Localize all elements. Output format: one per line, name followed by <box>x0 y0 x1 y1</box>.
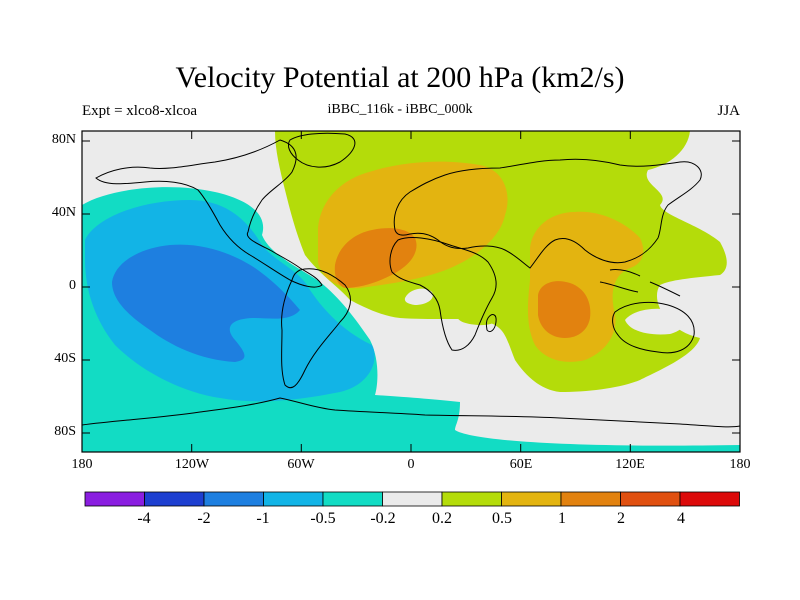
coastlines <box>82 132 740 428</box>
colorbar-swatch <box>84 491 145 507</box>
colorbar-label: -0.5 <box>310 510 336 527</box>
colorbar <box>84 491 740 507</box>
colorbar-label: -0.2 <box>370 510 396 527</box>
colorbar-swatch <box>382 491 443 507</box>
colorbar-label: -2 <box>197 510 211 527</box>
y-tick-label: 40S <box>54 351 76 366</box>
x-tick-label: 0 <box>407 457 415 472</box>
orange-region-2 <box>538 281 591 338</box>
indonesia-islands <box>599 269 681 297</box>
x-tick-label: 120W <box>174 457 210 472</box>
north-america-coast <box>95 139 323 288</box>
season-label: JJA <box>717 103 740 119</box>
y-tick-label: 40N <box>51 205 76 220</box>
blue-region <box>112 244 300 362</box>
x-tick-label: 120E <box>615 457 645 472</box>
x-tick-label: 60W <box>287 457 315 472</box>
colorbar-swatch <box>560 491 621 507</box>
colorbar-label: 4 <box>677 510 685 527</box>
madagascar-coast <box>485 314 497 333</box>
europe-asia-coast <box>393 158 702 269</box>
colorbar-label: 0.2 <box>432 510 452 527</box>
colorbar-label: 1 <box>558 510 566 527</box>
neutral-blob-2 <box>625 308 686 335</box>
axis-ticks <box>81 131 741 452</box>
experiment-label: Expt = xlco8-xlcoa <box>82 103 198 119</box>
contour-field <box>82 131 740 452</box>
australia-coast <box>612 301 695 354</box>
green-blob-small <box>457 307 502 326</box>
x-tick-label: 180 <box>71 457 93 472</box>
colorbar-swatch <box>203 491 264 507</box>
africa-coast <box>389 237 497 351</box>
colorbar-swatch <box>322 491 383 507</box>
colorbar-label: -1 <box>256 510 270 527</box>
y-tick-label: 80S <box>54 424 76 439</box>
y-tick-label: 0 <box>69 278 76 293</box>
colorbar-label: -4 <box>137 510 151 527</box>
run-difference-label: iBBC_116k - iBBC_000k <box>327 102 473 117</box>
colorbar-label: 0.5 <box>492 510 512 527</box>
greenland-coast <box>287 132 356 168</box>
x-tick-label: 180 <box>729 457 751 472</box>
plot-title: Velocity Potential at 200 hPa (km2/s) <box>175 61 625 94</box>
orange-region <box>334 228 417 288</box>
colorbar-swatch <box>441 491 502 507</box>
antarctica-coast <box>82 397 740 428</box>
x-tick-label: 60E <box>509 457 533 472</box>
neutral-blob <box>404 288 433 305</box>
colorbar-swatch <box>144 491 205 507</box>
colorbar-swatch <box>620 491 681 507</box>
south-america-coast <box>281 268 351 389</box>
colorbar-swatch <box>263 491 324 507</box>
colorbar-swatch <box>679 491 740 507</box>
colorbar-label: 2 <box>617 510 625 527</box>
colorbar-swatch <box>501 491 562 507</box>
y-tick-label: 80N <box>51 132 76 147</box>
